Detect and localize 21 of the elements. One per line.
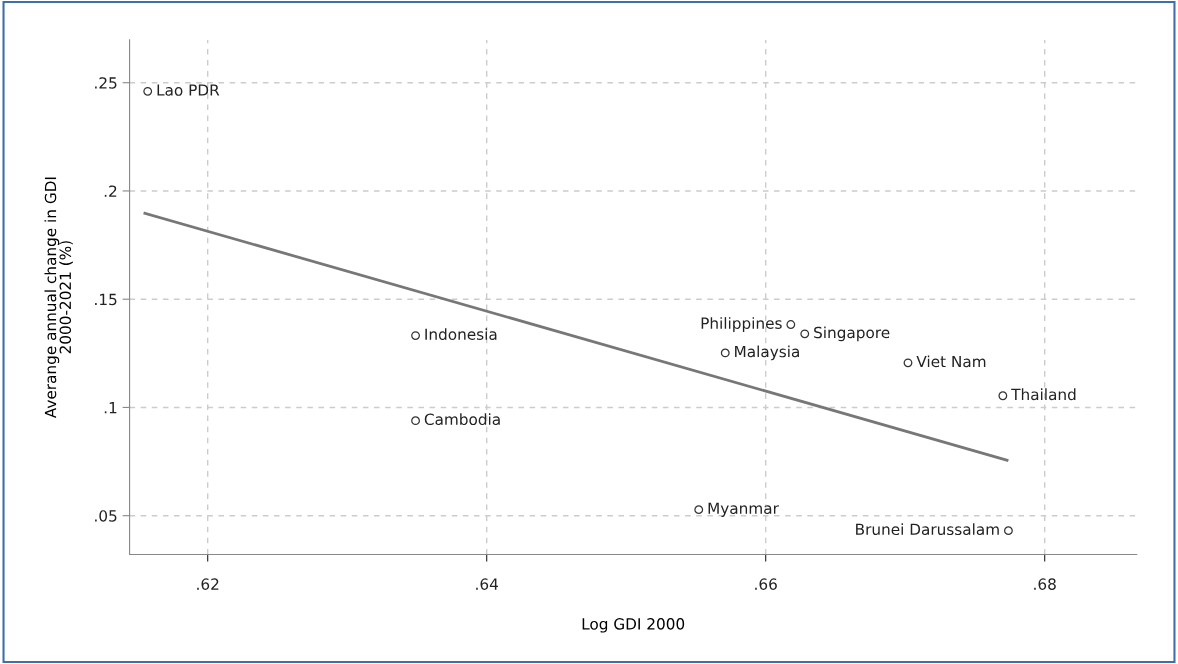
y-tick-label: .25 [95, 77, 117, 89]
annotation: Cambodia [424, 413, 500, 426]
x-tick-label: .64 [476, 578, 498, 590]
annotation: Indonesia [425, 328, 497, 340]
x-tick-label: .66 [755, 578, 777, 590]
y-axis-title: Averange annual change in GDI 2000-2021 (%) [44, 177, 73, 419]
annotation: Myanmar [708, 502, 779, 518]
x-tick-label: .68 [1034, 578, 1056, 590]
y-tick-label: .05 [95, 510, 117, 522]
x-axis-title: Log GDI 2000 [582, 618, 685, 633]
annotation: Malaysia [735, 345, 799, 361]
y-tick-label: .2 [104, 185, 117, 197]
annotation: Lao PDR [157, 84, 220, 96]
x-tick-label: .62 [197, 578, 219, 590]
annotation: Viet Nam [916, 355, 986, 368]
annotation: Thailand [1011, 388, 1076, 401]
annotation: Brunei Darussalam [856, 523, 999, 536]
y-tick-label: .1 [104, 402, 117, 414]
annotation: Singapore [814, 326, 890, 342]
y-tick-label: .15 [95, 293, 117, 306]
annotation: Philippines [701, 317, 782, 332]
